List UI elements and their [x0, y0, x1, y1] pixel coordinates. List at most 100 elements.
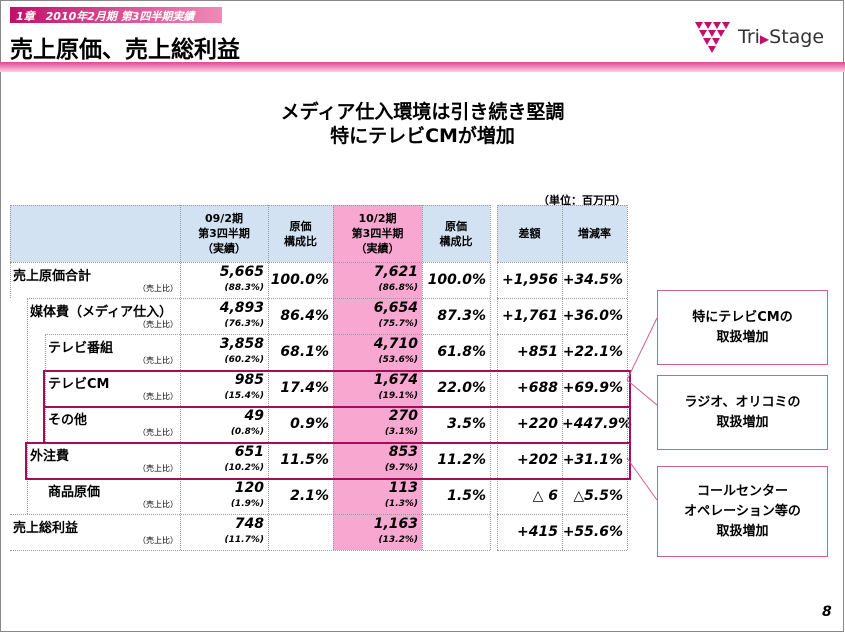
- callout-line-text: コールセンター: [696, 483, 788, 499]
- diff: +851: [517, 344, 558, 360]
- grid-line: [10, 262, 490, 263]
- column-header-line: 原価: [445, 219, 467, 233]
- row-sub: （売上比）: [138, 356, 178, 365]
- grid-line: [422, 205, 423, 550]
- column-header-line: 差額: [518, 227, 541, 240]
- prev-ratio: (60.2%): [224, 355, 264, 365]
- row-label: 売上原価合計: [13, 269, 92, 284]
- diff: +1,956: [501, 272, 558, 288]
- cur: 853: [388, 444, 418, 460]
- column-header-line: 09/2期: [205, 212, 243, 225]
- title-rule: [0, 62, 845, 72]
- row-sub: （売上比）: [138, 428, 178, 437]
- cur-share: 22.0%: [437, 380, 486, 396]
- callout-line-text: 特にテレビCMの: [692, 309, 793, 325]
- column-header-line: 構成比: [439, 234, 473, 248]
- cur-share: 1.5%: [447, 488, 486, 504]
- callout-line-text: 取扱増加: [716, 523, 769, 539]
- cur-ratio: (19.1%): [378, 391, 418, 401]
- rate: +55.6%: [562, 524, 623, 540]
- column-header-line: 構成比: [284, 234, 317, 248]
- rate: +69.9%: [562, 380, 623, 396]
- cur: 7,621: [373, 264, 418, 280]
- grid-line: [497, 205, 498, 550]
- logo-text: Tri▶Stage: [738, 26, 825, 48]
- diff: +688: [517, 380, 558, 396]
- prev-share: 17.4%: [280, 380, 329, 396]
- grid-line: [10, 205, 11, 298]
- column-header: 原価 構成比: [422, 219, 490, 249]
- logo-right: Stage: [769, 26, 825, 48]
- diff: +1,761: [501, 308, 558, 324]
- rate: +22.1%: [562, 344, 623, 360]
- prev-ratio: (11.7%): [224, 535, 264, 545]
- cur-ratio: (86.8%): [378, 283, 418, 293]
- prev-ratio: (15.4%): [224, 391, 264, 401]
- prev: 3,858: [219, 336, 264, 352]
- diff: △ 6: [532, 488, 558, 504]
- cur: 6,654: [373, 300, 418, 316]
- prev-share: 2.1%: [290, 488, 329, 504]
- cur-ratio: (9.7%): [384, 463, 418, 473]
- prev-ratio: (1.9%): [230, 499, 264, 509]
- prev-ratio: (10.2%): [224, 463, 264, 473]
- rate: +36.0%: [562, 308, 623, 324]
- column-header-line: 第3四半期: [198, 227, 250, 240]
- column-header: 差額: [497, 226, 562, 241]
- cur-ratio: (3.1%): [384, 427, 418, 437]
- prev-ratio: (88.3%): [224, 283, 264, 293]
- row-label: 商品原価: [48, 485, 101, 500]
- column-header-line: （実績）: [202, 242, 246, 255]
- grid-line: [627, 205, 628, 550]
- prev-ratio: (76.3%): [224, 319, 264, 329]
- prev: 49: [244, 408, 264, 424]
- grid-line: [10, 514, 490, 515]
- row-label: 売上総利益: [13, 521, 79, 536]
- row-label: テレビ番組: [48, 341, 114, 356]
- diff: +415: [517, 524, 558, 540]
- chapter: 1章 2010年2月期 第3四半期実績: [16, 10, 195, 23]
- cur: 1,674: [373, 372, 418, 388]
- row-label: 媒体費（メディア仕入）: [30, 305, 173, 320]
- grid-line: [562, 205, 563, 550]
- cur-ratio: (75.7%): [378, 319, 418, 329]
- callout-line-text: 取扱増加: [716, 414, 769, 430]
- prev-share: 100.0%: [270, 272, 329, 288]
- logo-mark: [695, 22, 730, 53]
- diff: +202: [517, 452, 558, 468]
- cur-share: 61.8%: [437, 344, 486, 360]
- page-number: 8: [822, 604, 832, 620]
- row-sub: （売上比）: [138, 536, 178, 545]
- prev-share: 68.1%: [280, 344, 329, 360]
- cur-share: 100.0%: [427, 272, 486, 288]
- callout-line-text: オペレーション等の: [684, 503, 801, 519]
- callout: コールセンター オペレーション等の 取扱増加: [657, 466, 828, 557]
- prev: 5,665: [219, 264, 264, 280]
- unit: （単位：百万円）: [538, 194, 626, 207]
- row-sub: （売上比）: [138, 500, 178, 509]
- row-sub: （売上比）: [138, 464, 178, 473]
- row-sub: （売上比）: [138, 392, 178, 401]
- cur-share: 11.2%: [437, 452, 486, 468]
- column-header: 10/2期 第3四半期 （実績）: [333, 211, 422, 256]
- prev-share: 86.4%: [280, 308, 329, 324]
- prev: 4,893: [219, 300, 264, 316]
- grid-line: [45, 334, 490, 335]
- callout: 特にテレビCMの 取扱増加: [657, 290, 828, 365]
- row-sub: （売上比）: [138, 284, 178, 293]
- column-header-line: （実績）: [355, 242, 400, 255]
- prev: 748: [234, 516, 264, 532]
- column-header-line: 増減率: [578, 227, 611, 240]
- row-sub: （売上比）: [138, 320, 178, 329]
- column-header: 増減率: [562, 226, 627, 241]
- callout: ラジオ、オリコミの 取扱増加: [657, 375, 828, 450]
- grid-line: [27, 298, 490, 299]
- prev-share: 0.9%: [290, 416, 329, 432]
- cur: 4,710: [373, 336, 418, 352]
- callout-line: [626, 457, 658, 501]
- grid-line: [268, 205, 269, 550]
- rate: △5.5%: [573, 488, 623, 504]
- prev: 651: [234, 444, 264, 460]
